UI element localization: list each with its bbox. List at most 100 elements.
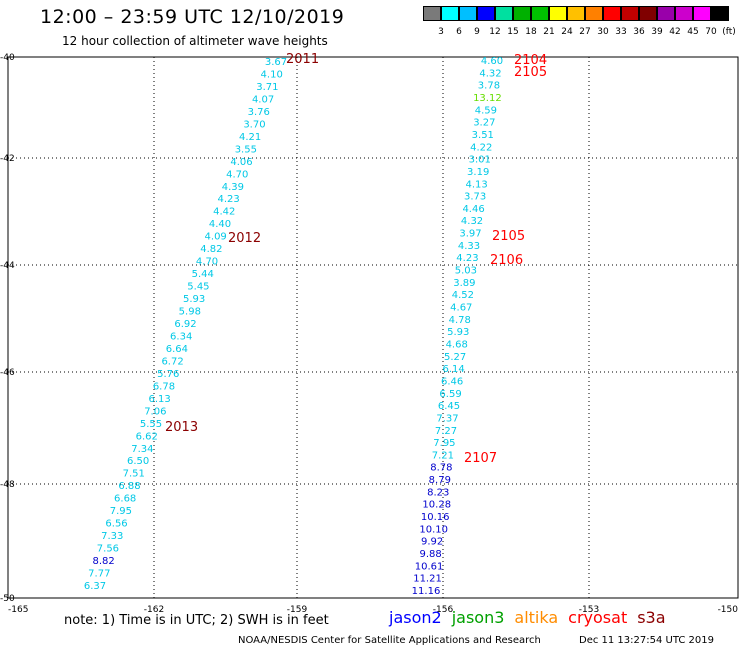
wave-height-label: 4.10 xyxy=(261,69,283,80)
wave-height-label: 4.52 xyxy=(452,290,474,301)
wave-height-label: 4.32 xyxy=(461,216,483,227)
wave-height-label: 5.93 xyxy=(183,294,205,305)
note-text: note: 1) Time is in UTC; 2) SWH is in fe… xyxy=(64,613,329,628)
wave-height-label: 3.55 xyxy=(235,144,257,155)
wave-height-label: 4.59 xyxy=(475,105,497,116)
colorbar-swatch xyxy=(711,6,729,21)
wave-height-label: 10.61 xyxy=(415,561,444,572)
wave-height-label: 4.42 xyxy=(213,207,235,218)
wave-height-label: 7.27 xyxy=(435,426,457,437)
colorbar-swatch xyxy=(441,6,459,21)
wave-height-label: 5.55 xyxy=(140,419,162,430)
wave-height-label: 7.77 xyxy=(88,569,110,580)
colorbar-label: 45 xyxy=(687,27,699,37)
wave-height-label: 4.32 xyxy=(479,68,501,79)
chart-title: 12:00 – 23:59 UTC 12/10/2019 xyxy=(40,6,345,28)
colorbar-label: 6 xyxy=(456,27,462,37)
y-tick-label: -46 xyxy=(0,368,15,378)
wave-height-label: 6.46 xyxy=(441,376,463,387)
wave-height-label: 6.68 xyxy=(114,494,136,505)
wave-height-label: 7.06 xyxy=(144,406,166,417)
wave-height-label: 8.82 xyxy=(92,556,114,567)
colorbar-label: 9 xyxy=(474,27,480,37)
x-tick-label: -156 xyxy=(433,605,454,615)
colorbar-swatch xyxy=(423,6,441,21)
wave-height-label: 7.95 xyxy=(110,506,132,517)
wave-height-label: 8.78 xyxy=(430,463,452,474)
colorbar-swatch xyxy=(531,6,549,21)
wave-height-label: 10.16 xyxy=(421,512,450,523)
colorbar-label: 30 xyxy=(597,27,609,37)
x-tick-label: -153 xyxy=(579,605,599,615)
wave-height-label: 7.56 xyxy=(97,544,119,555)
wave-height-label: 10.10 xyxy=(419,524,448,535)
legend-s3a: s3a xyxy=(637,608,666,627)
wave-height-label: 3.73 xyxy=(464,192,486,203)
wave-height-label: 4.68 xyxy=(446,339,468,350)
wave-height-label: 5.93 xyxy=(447,327,469,338)
wave-height-label: 3.19 xyxy=(467,167,489,178)
plot-frame xyxy=(7,56,739,599)
y-tick-label: -50 xyxy=(0,594,15,604)
wave-height-label: 3.97 xyxy=(459,229,481,240)
wave-height-label: 4.67 xyxy=(450,303,472,314)
wave-height-label: 7.33 xyxy=(101,531,123,542)
legend-jason2: jason2 xyxy=(389,608,442,627)
wave-height-label: 5.44 xyxy=(192,269,214,280)
colorbar-swatch xyxy=(657,6,675,21)
wave-height-label: 6.72 xyxy=(161,356,183,367)
wave-height-label: 3.51 xyxy=(472,130,494,141)
wave-height-label: 5.76 xyxy=(157,369,179,380)
wave-height-label: 6.13 xyxy=(149,394,171,405)
wave-height-label: 4.70 xyxy=(226,169,248,180)
wave-height-label: 6.62 xyxy=(136,431,158,442)
pass-time-label: 2011 xyxy=(286,52,319,67)
wave-height-label: 4.33 xyxy=(458,241,480,252)
colorbar-swatch xyxy=(513,6,531,21)
pass-time-label: 2105 xyxy=(514,65,547,80)
legend-cryosat: cryosat xyxy=(568,608,628,627)
wave-height-label: 6.92 xyxy=(174,319,196,330)
wave-height-label: 7.37 xyxy=(436,413,458,424)
wave-height-label: 6.56 xyxy=(105,519,127,530)
satellite-legend: jason2 jason3 altika cryosat s3a xyxy=(389,608,676,627)
colorbar-label: 36 xyxy=(633,27,645,37)
wave-height-label: 6.64 xyxy=(166,344,188,355)
wave-height-label: 3.71 xyxy=(256,82,278,93)
wave-height-label: 4.46 xyxy=(462,204,484,215)
colorbar-label: 24 xyxy=(561,27,573,37)
wave-height-label: 9.88 xyxy=(419,549,441,560)
wave-height-label: 4.39 xyxy=(222,182,244,193)
pass-time-label: 2104 xyxy=(514,53,547,68)
credit-text: NOAA/NESDIS Center for Satellite Applica… xyxy=(238,635,541,646)
wave-height-label: 4.09 xyxy=(205,232,227,243)
wave-height-label: 5.98 xyxy=(179,307,201,318)
wave-height-label: 7.51 xyxy=(123,469,145,480)
colorbar-swatch xyxy=(459,6,477,21)
y-tick-label: -40 xyxy=(0,53,15,63)
wave-height-label: 5.27 xyxy=(444,352,466,363)
x-tick-label: -165 xyxy=(8,605,28,615)
wave-height-label: 9.92 xyxy=(421,537,443,548)
wave-height-label: 3.27 xyxy=(473,118,495,129)
wave-height-label: 4.82 xyxy=(200,244,222,255)
colorbar-label: 21 xyxy=(543,27,555,37)
y-tick-label: -48 xyxy=(0,480,15,490)
wave-height-label: 6.37 xyxy=(84,581,106,592)
wave-height-label: 11.21 xyxy=(413,574,442,585)
colorbar-swatch xyxy=(567,6,585,21)
wave-height-label: 3.76 xyxy=(248,107,270,118)
colorbar-label: 42 xyxy=(669,27,681,37)
colorbar-swatch xyxy=(603,6,621,21)
wave-height-label: 3.78 xyxy=(478,81,500,92)
wave-height-label: 7.95 xyxy=(433,438,455,449)
wave-height-label: 6.78 xyxy=(153,381,175,392)
wave-height-label: 3.70 xyxy=(243,119,265,130)
wave-height-label: 3.67 xyxy=(265,57,287,68)
wave-height-label: 5.03 xyxy=(455,266,477,277)
wave-height-label: 4.60 xyxy=(481,56,503,67)
x-tick-label: -150 xyxy=(718,605,739,615)
wave-height-label: 13.12 xyxy=(473,93,502,104)
wave-height-label: 11.16 xyxy=(412,586,441,597)
chart-subtitle: 12 hour collection of altimeter wave hei… xyxy=(62,34,328,48)
